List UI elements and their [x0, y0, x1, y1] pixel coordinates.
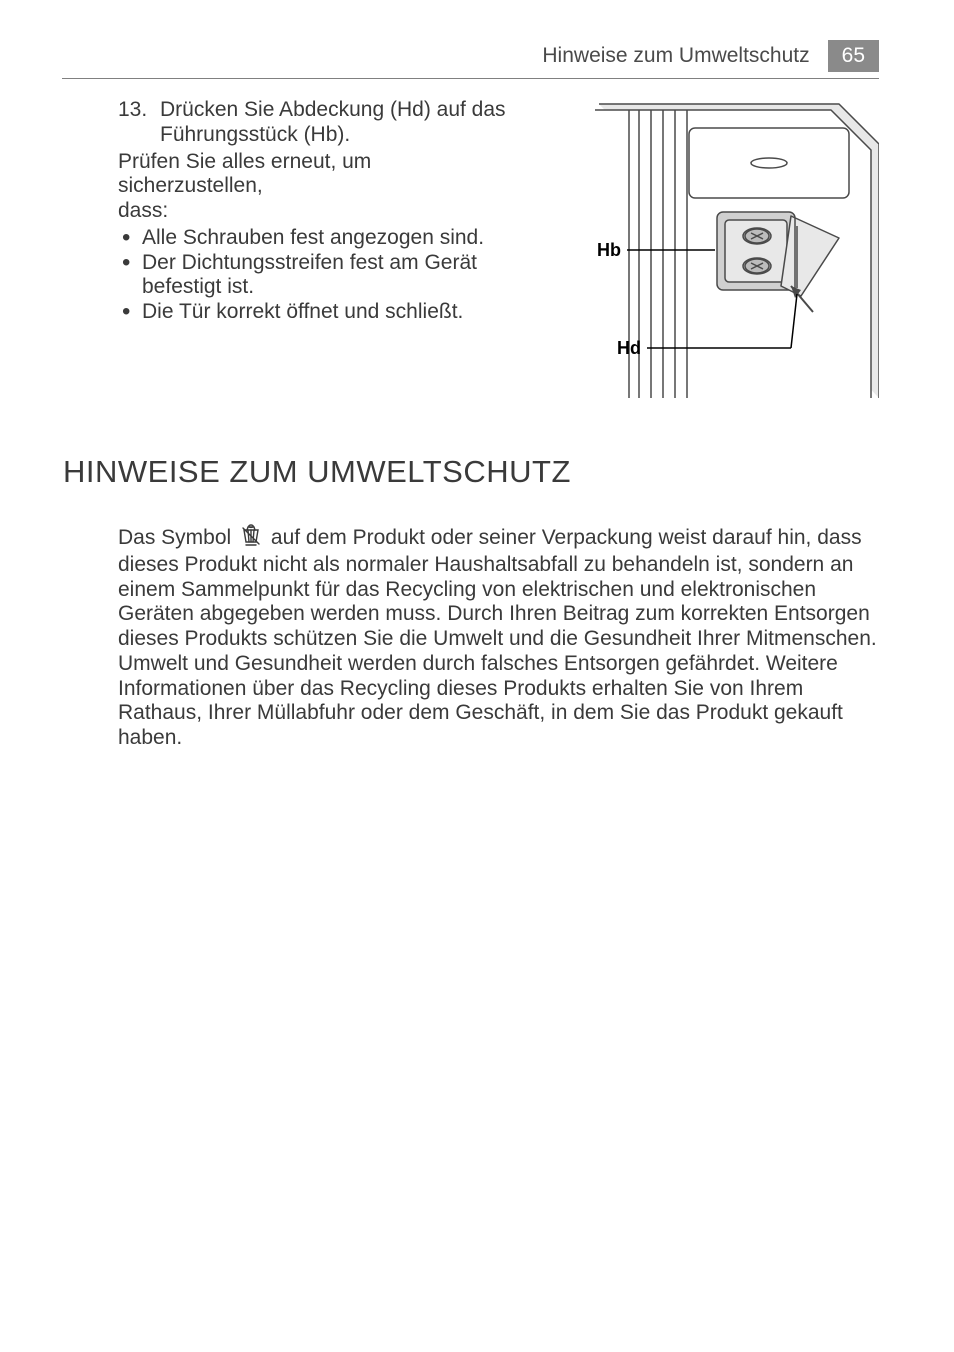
diagram-label-hd: Hd — [617, 338, 641, 358]
check-intro-l1: Prüfen Sie alles erneut, um sicherzustel… — [118, 150, 371, 198]
check-list: Alle Schrauben fest angezogen sind. Der … — [118, 226, 519, 325]
environment-paragraph: Das Symbol auf dem Produkt oder seiner V… — [118, 524, 879, 751]
list-item: Alle Schrauben fest angezogen sind. — [118, 226, 519, 251]
hinge-diagram: Hb Hd — [539, 98, 879, 398]
list-item: Der Dichtungsstreifen fest am Gerät befe… — [118, 251, 519, 301]
check-intro: Prüfen Sie alles erneut, um sicherzustel… — [118, 150, 519, 224]
weee-icon — [241, 524, 261, 553]
step-text-l2: Führungsstück (Hb). — [160, 123, 350, 146]
step-13-text: 13. Drücken Sie Abdeckung (Hd) auf das F… — [118, 98, 519, 325]
header-rule — [62, 78, 879, 79]
header-title: Hinweise zum Umweltschutz — [542, 44, 809, 68]
step-text-l1: Drücken Sie Abdeckung (Hd) auf das — [160, 98, 506, 121]
step-13-row: 13. Drücken Sie Abdeckung (Hd) auf das F… — [118, 98, 879, 398]
para-rest: auf dem Produkt oder seiner Verpackung w… — [118, 526, 877, 749]
list-item: Die Tür korrekt öffnet und schließt. — [118, 300, 519, 325]
page-content: 13. Drücken Sie Abdeckung (Hd) auf das F… — [118, 98, 879, 751]
page-header: Hinweise zum Umweltschutz 65 — [542, 40, 879, 72]
para-prefix: Das Symbol — [118, 526, 237, 549]
section-heading: HINWEISE ZUM UMWELTSCHUTZ — [63, 454, 879, 490]
check-intro-l2: dass: — [118, 199, 168, 222]
diagram-label-hb: Hb — [597, 240, 621, 260]
page-number: 65 — [828, 40, 879, 72]
step-13-line: 13. Drücken Sie Abdeckung (Hd) auf das F… — [118, 98, 519, 148]
step-number: 13. — [118, 98, 160, 148]
